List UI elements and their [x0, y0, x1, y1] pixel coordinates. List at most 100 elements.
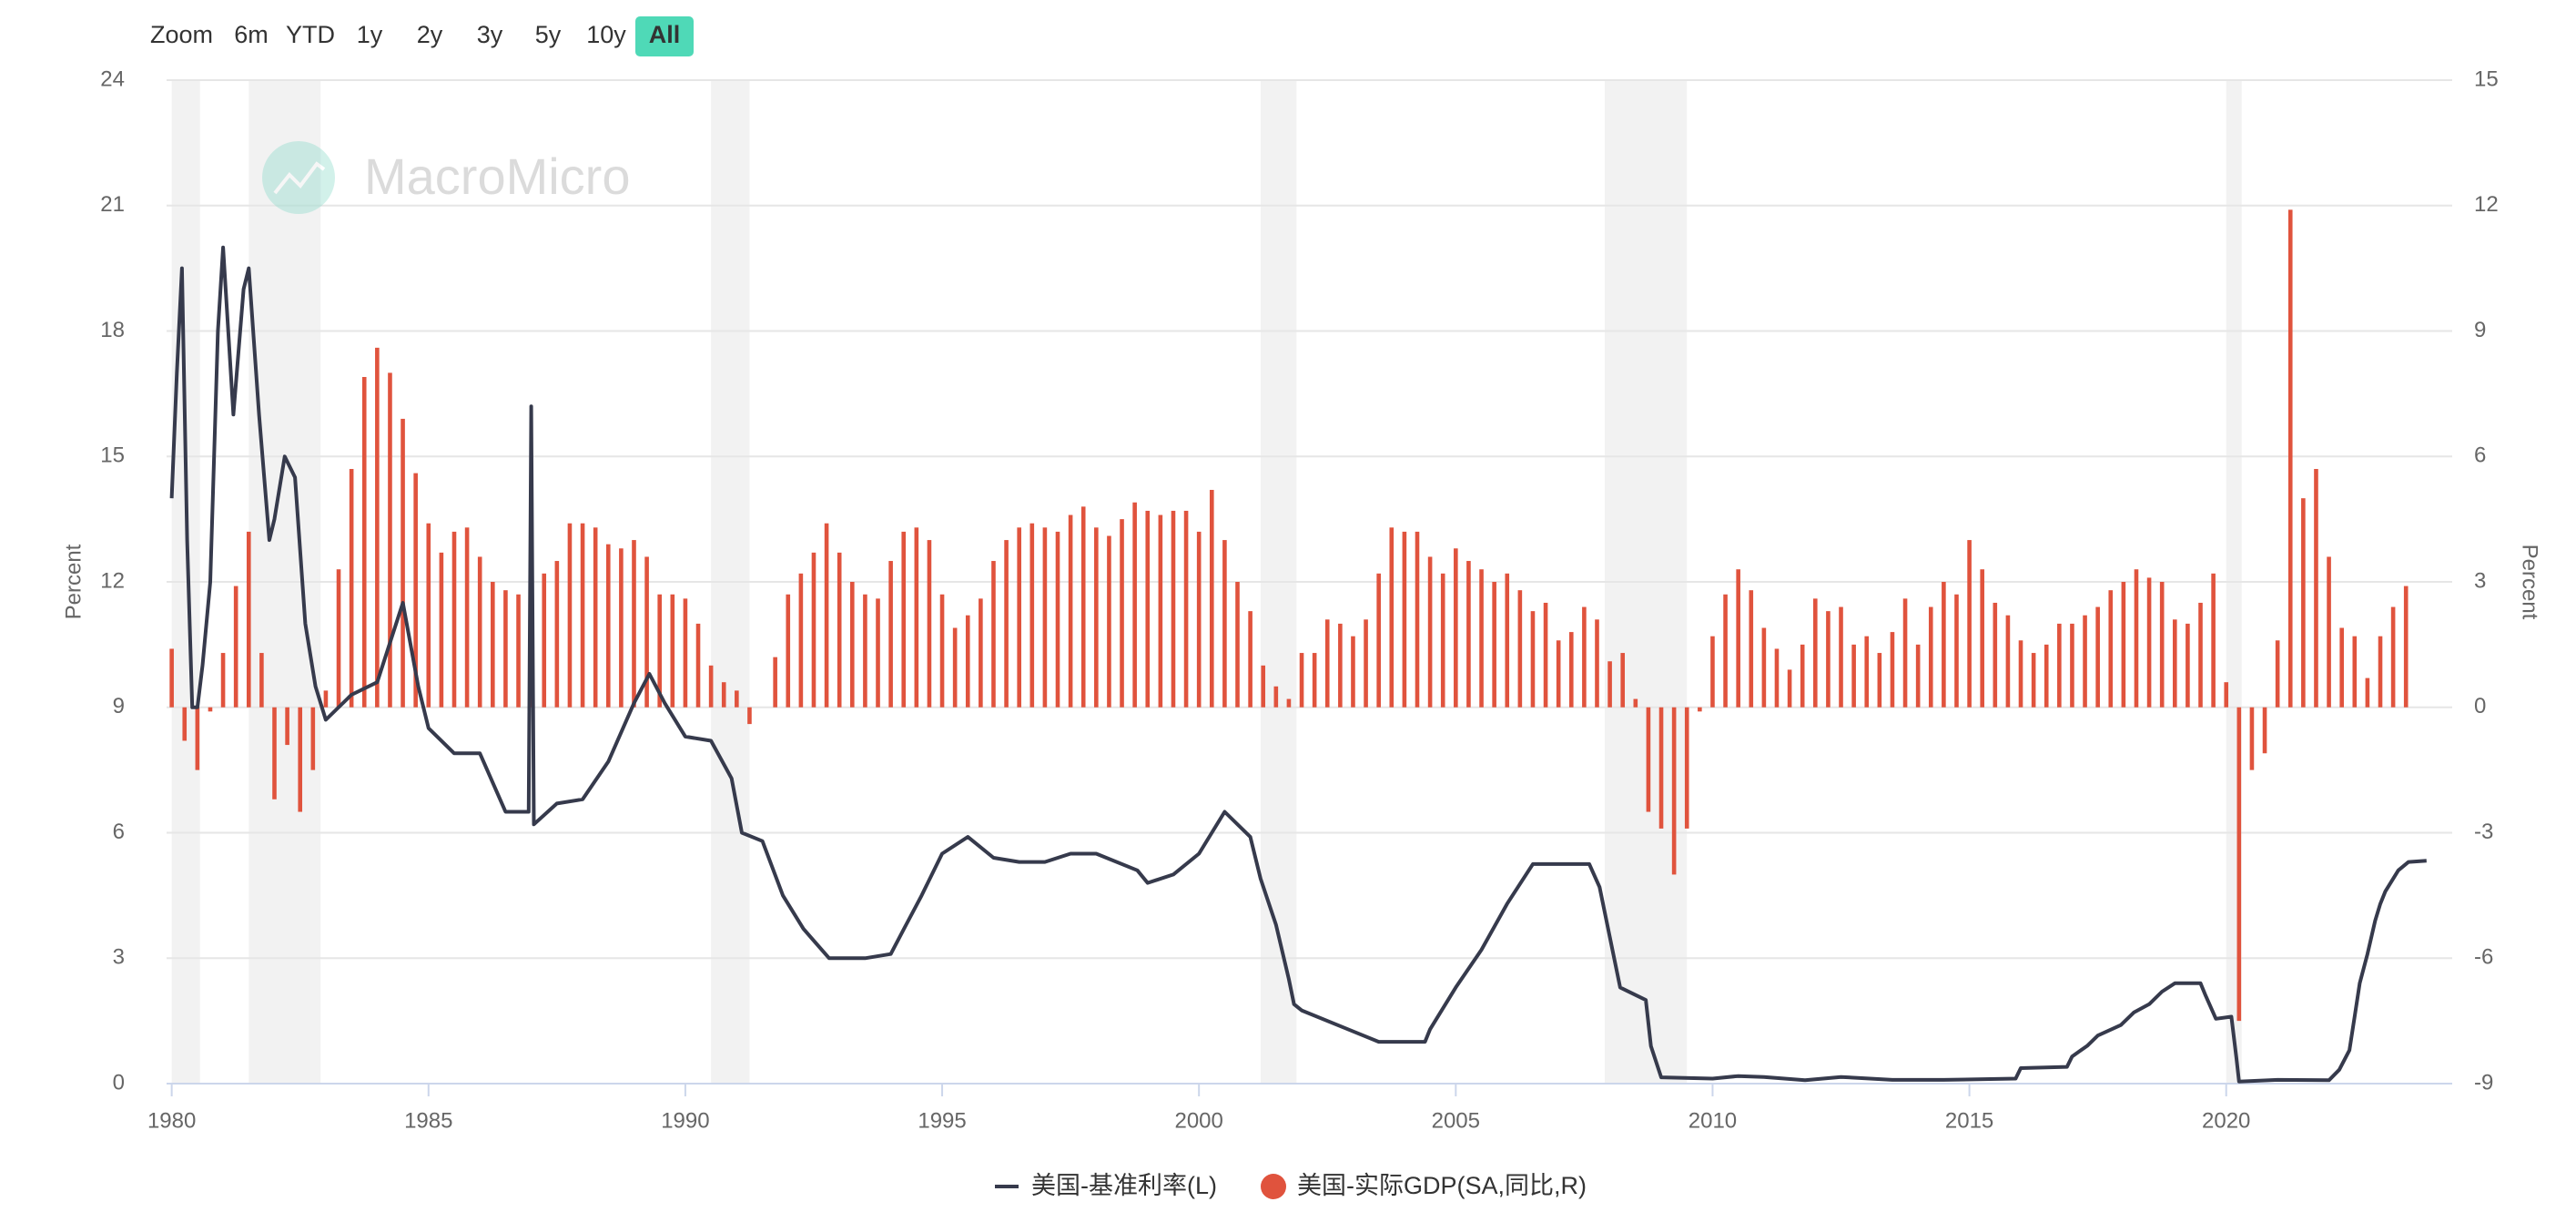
range-button[interactable]: YTD: [286, 21, 335, 48]
bar: [927, 540, 932, 708]
bar: [863, 594, 867, 708]
range-button-label[interactable]: 5y: [535, 21, 562, 48]
bar: [1094, 527, 1099, 708]
bar: [2172, 619, 2177, 708]
bar: [1389, 527, 1394, 708]
legend-item[interactable]: 美国-基准利率(L): [995, 1172, 1217, 1199]
bar: [1736, 569, 1740, 708]
bar: [1440, 573, 1445, 708]
bar: [2134, 569, 2139, 708]
range-button-label[interactable]: 2y: [417, 21, 443, 48]
range-button[interactable]: 1y: [357, 21, 383, 48]
bar: [1055, 531, 1060, 708]
bar: [2378, 636, 2383, 708]
bar: [914, 527, 919, 708]
bar: [1684, 707, 1689, 829]
range-button-label[interactable]: 1y: [357, 21, 383, 48]
bar: [246, 531, 251, 708]
bar: [2186, 623, 2190, 708]
range-button-label[interactable]: YTD: [286, 21, 335, 48]
bar: [1402, 531, 1407, 708]
bar: [554, 561, 560, 708]
legend-symbol: [1261, 1174, 1286, 1199]
range-button-label[interactable]: 6m: [234, 21, 269, 48]
bar: [1774, 648, 1780, 708]
bar: [683, 598, 688, 708]
bar: [1415, 531, 1420, 708]
bar: [1466, 561, 1471, 708]
bar: [1877, 653, 1882, 708]
bar: [1120, 519, 1124, 708]
bar: [1209, 489, 1214, 708]
bar: [413, 473, 418, 708]
bar: [2224, 682, 2229, 708]
y2-tick-label: 12: [2474, 192, 2499, 217]
bar: [1813, 598, 1818, 708]
bar: [1364, 619, 1368, 708]
bar: [605, 544, 611, 708]
bar: [336, 569, 341, 708]
range-button-label[interactable]: 3y: [477, 21, 503, 48]
bar: [786, 594, 791, 708]
bar: [1068, 514, 1073, 708]
bar: [477, 556, 482, 708]
bar: [1479, 569, 1484, 708]
x-tick-label: 2015: [1945, 1108, 1993, 1133]
bar: [2083, 615, 2087, 708]
bar: [1530, 611, 1536, 708]
range-button[interactable]: 3y: [477, 21, 503, 48]
range-button-label[interactable]: All: [649, 21, 681, 48]
legend-item[interactable]: 美国-实际GDP(SA,同比,R): [1261, 1172, 1587, 1199]
bar: [1620, 653, 1626, 708]
range-button-bg: [635, 16, 694, 56]
bar: [1312, 653, 1317, 708]
bar: [1376, 573, 1381, 708]
bar: [721, 682, 726, 708]
watermark-text: MacroMicro: [364, 148, 630, 205]
bar: [2301, 498, 2306, 708]
bar: [1171, 510, 1176, 708]
range-button[interactable]: 2y: [417, 21, 443, 48]
y-tick-label: 3: [113, 945, 125, 970]
bar: [2108, 590, 2114, 708]
bar: [811, 552, 816, 708]
bar: [272, 707, 277, 800]
bar: [2057, 623, 2062, 708]
range-button-label[interactable]: 10y: [586, 21, 626, 48]
y-tick-label: 15: [100, 443, 125, 468]
bar: [375, 347, 380, 708]
legend-label: 美国-实际GDP(SA,同比,R): [1297, 1172, 1587, 1199]
x-tick-label: 1990: [661, 1108, 709, 1133]
bar: [1890, 632, 1895, 708]
bar: [837, 552, 842, 708]
range-button[interactable]: 6m: [234, 21, 269, 48]
bar: [516, 594, 521, 708]
y2-tick-label: -3: [2474, 820, 2493, 844]
y2-axis-title: Percent: [2518, 545, 2542, 620]
range-button[interactable]: 10y: [586, 21, 626, 48]
bar: [2198, 602, 2203, 708]
plot-area: [167, 79, 2452, 1096]
bar: [1800, 644, 1805, 708]
range-button[interactable]: 5y: [535, 21, 562, 48]
bar: [1658, 707, 1664, 829]
bar: [1826, 611, 1831, 708]
bar: [1261, 665, 1266, 708]
y-tick-label: 24: [100, 66, 125, 91]
range-button[interactable]: All: [635, 16, 694, 56]
bar: [182, 707, 188, 741]
y2-tick-label: 15: [2474, 66, 2499, 91]
bar: [1543, 602, 1548, 708]
bar: [298, 707, 303, 812]
y2-tick-label: 9: [2474, 318, 2486, 342]
bar: [657, 594, 662, 708]
bar: [259, 653, 264, 708]
bar: [1671, 707, 1677, 875]
bar: [323, 690, 329, 708]
bar: [773, 657, 777, 708]
bar: [965, 615, 970, 708]
bar: [2159, 582, 2165, 708]
y2-tick-label: -6: [2474, 945, 2493, 970]
